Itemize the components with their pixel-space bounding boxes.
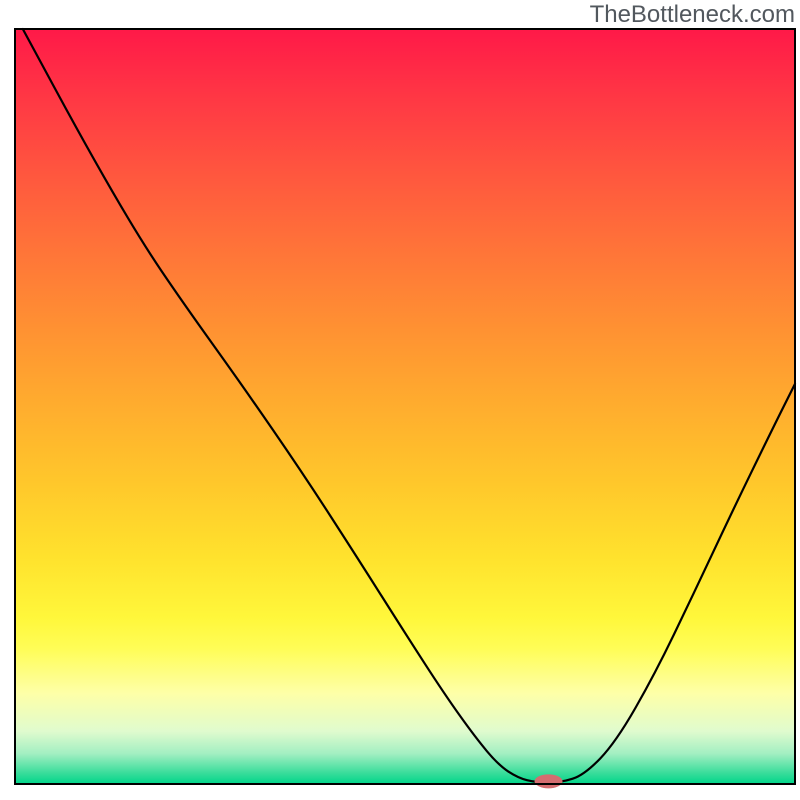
watermark-text: TheBottleneck.com [590,1,795,28]
optimal-point-marker [535,774,563,788]
bottleneck-chart: TheBottleneck.com [0,0,800,800]
chart-background [15,29,795,784]
